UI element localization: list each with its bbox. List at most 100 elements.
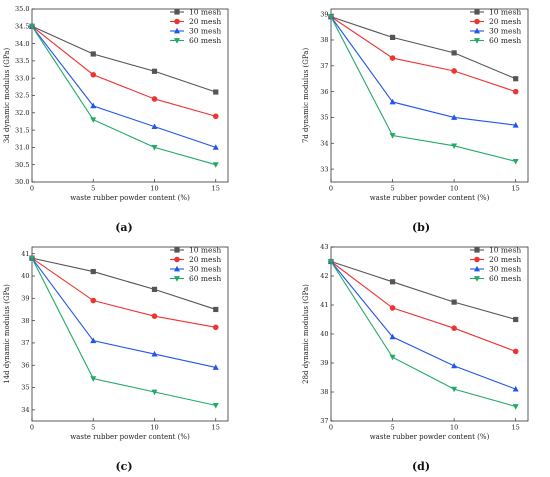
legend-marker [174, 276, 180, 282]
x-tick-label: 5 [390, 424, 394, 432]
data-point [389, 305, 396, 311]
series-line-30-mesh [330, 16, 516, 126]
panel-d-28d-modulus: 37 38 39 40 41 42 43 0 5 10 15 waste rubber powder … [302, 243, 529, 473]
data-point [90, 117, 97, 123]
data-point [151, 350, 158, 357]
data-point [328, 259, 334, 265]
legend-label: 60 mesh [489, 274, 521, 283]
plot-frame [330, 8, 529, 183]
y-tick-label: 33 [320, 165, 328, 173]
legend-marker [474, 256, 480, 263]
data-point [212, 402, 219, 409]
series-line-20-mesh [330, 261, 516, 352]
legend-marker [474, 265, 480, 272]
data-point [389, 55, 396, 61]
legend-label: 60 mesh [189, 274, 221, 283]
x-axis-label: waste rubber powder content (%) [370, 194, 490, 202]
panel-caption: (c) [115, 460, 132, 473]
y-axis-label: 14d dynamic modulus (GPa) [3, 284, 11, 384]
x-tick-label: 10 [150, 424, 158, 432]
data-point [389, 133, 396, 139]
data-point [513, 76, 519, 82]
data-point [90, 102, 97, 109]
data-point [451, 68, 457, 74]
series-line-30-mesh [31, 25, 216, 148]
series-line-60-mesh [31, 25, 216, 166]
y-tick-label: 43 [320, 243, 328, 251]
x-axis-label: waste rubber powder content (%) [70, 194, 190, 202]
data-point [451, 50, 457, 56]
legend-marker [474, 38, 480, 44]
data-point [389, 279, 396, 285]
data-point [512, 158, 519, 165]
data-point [451, 362, 458, 369]
data-point [512, 385, 519, 392]
x-tick-label: 0 [30, 185, 34, 193]
series-line-10-mesh [330, 16, 516, 80]
x-tick-label: 15 [512, 185, 520, 193]
y-tick-label: 32.0 [15, 109, 29, 117]
y-tick-label: 38 [21, 317, 29, 325]
data-point [512, 121, 519, 128]
series-line-60-mesh [330, 261, 516, 408]
series-line-30-mesh [31, 257, 216, 368]
data-point [212, 364, 219, 370]
x-tick-label: 10 [450, 185, 458, 193]
data-point [90, 71, 97, 78]
x-tick-label: 15 [212, 185, 220, 193]
data-point [389, 34, 396, 41]
legend-label: 20 mesh [189, 17, 221, 26]
data-point [389, 333, 396, 340]
y-tick-label: 35 [320, 114, 328, 122]
legend-label: 20 mesh [489, 255, 521, 264]
x-axis-label: waste rubber powder content (%) [370, 433, 490, 441]
legend-marker [174, 9, 180, 15]
data-point [212, 113, 219, 120]
plot-frame [31, 246, 229, 422]
y-tick-label: 38 [320, 36, 328, 44]
legend-label: 30 mesh [489, 265, 521, 274]
y-tick-label: 32.5 [15, 92, 29, 100]
data-point [212, 324, 219, 331]
x-tick-label: 10 [150, 185, 158, 193]
y-tick-label: 35.0 [15, 5, 29, 13]
data-point [151, 313, 158, 319]
y-tick-label: 37 [320, 62, 328, 70]
data-point [451, 114, 458, 120]
data-point [151, 389, 158, 396]
y-tick-label: 30.0 [15, 178, 29, 186]
panel-caption: (d) [412, 460, 430, 473]
legend-marker [174, 265, 180, 272]
data-point [212, 162, 219, 168]
y-tick-label: 36 [320, 88, 328, 96]
data-point [151, 96, 158, 102]
legend-label: 30 mesh [189, 27, 221, 36]
data-point [29, 255, 35, 262]
data-point [29, 23, 35, 30]
data-point [451, 325, 457, 332]
legend-label: 60 mesh [489, 36, 521, 45]
data-point [90, 337, 97, 344]
data-point [213, 89, 219, 95]
x-tick-label: 0 [30, 424, 34, 432]
series-line-60-mesh [330, 16, 516, 162]
data-point [151, 68, 158, 74]
legend-marker [474, 9, 480, 15]
legend-label: 10 mesh [489, 246, 521, 255]
series-line-30-mesh [330, 261, 516, 390]
legend-label: 30 mesh [189, 265, 221, 274]
data-point [512, 88, 519, 95]
data-point [90, 268, 96, 275]
y-tick-label: 30.5 [15, 161, 29, 169]
y-tick-label: 40 [21, 272, 29, 280]
panel-caption: (a) [115, 221, 133, 234]
x-tick-label: 0 [329, 185, 333, 193]
data-point [90, 376, 97, 382]
legend-label: 20 mesh [489, 17, 521, 26]
data-point [513, 316, 519, 323]
data-point [212, 144, 219, 150]
y-tick-label: 34 [320, 139, 328, 147]
y-axis-label: 28d dynamic modulus (GPa) [302, 284, 310, 384]
legend-marker [174, 247, 180, 253]
legend-marker [474, 18, 480, 25]
